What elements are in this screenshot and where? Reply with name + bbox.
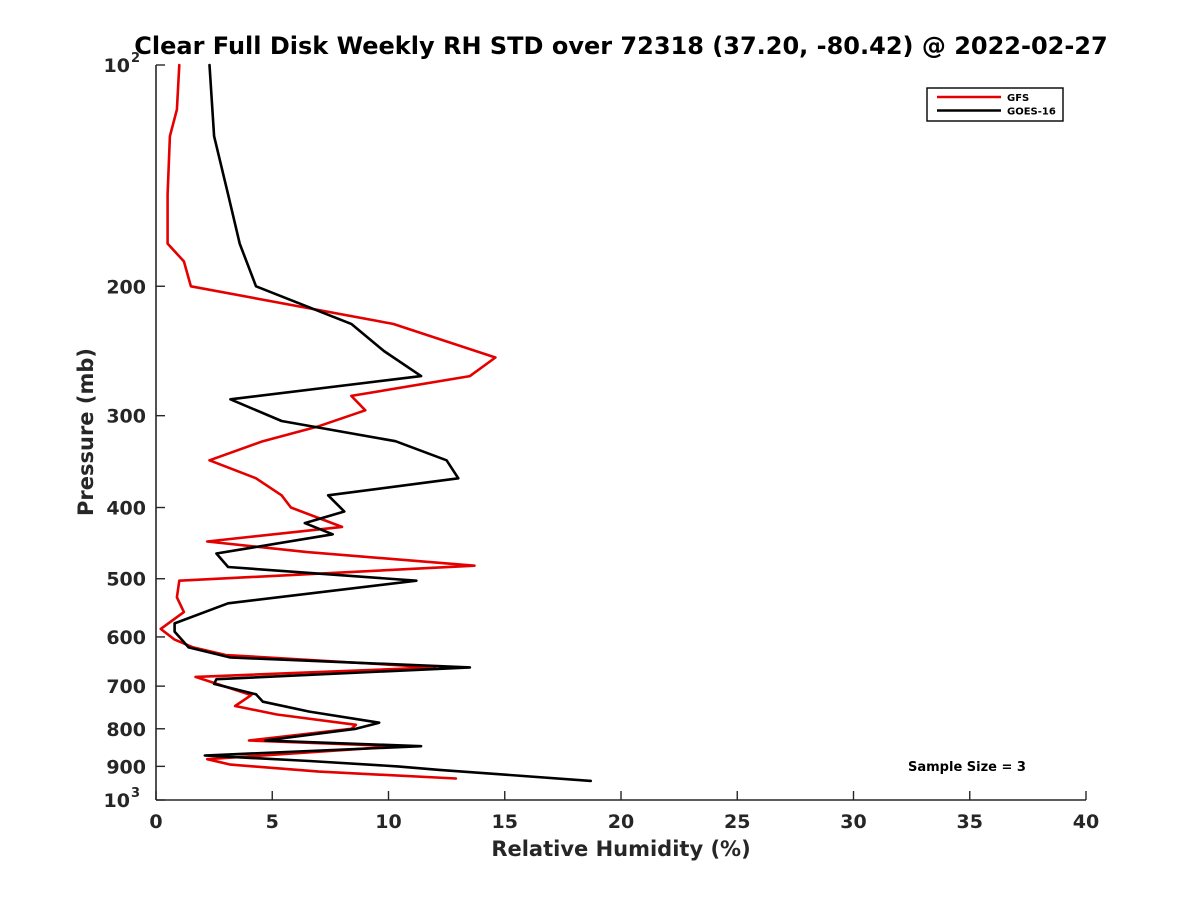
y-tick-label: 300 (106, 406, 146, 428)
legend: GFS GOES-16 (926, 87, 1064, 122)
x-tick-label: 5 (266, 811, 279, 833)
y-tick-label-base: 10 (104, 790, 130, 812)
x-tick-label: 40 (1073, 811, 1099, 833)
chart-title: Clear Full Disk Weekly RH STD over 72318… (134, 32, 1107, 60)
y-tick-label: 700 (106, 676, 146, 698)
x-axis-label: Relative Humidity (%) (491, 837, 750, 861)
y-tick-label-exponent: 2 (131, 51, 140, 66)
x-tick-label: 20 (608, 811, 634, 833)
x-tick-label: 0 (149, 811, 162, 833)
y-tick-label: 200 (106, 276, 146, 298)
x-tick-label: 35 (957, 811, 983, 833)
sample-size-annotation: Sample Size = 3 (908, 760, 1026, 775)
legend-label-goes-16: GOES-16 (1007, 107, 1056, 118)
x-tick-label: 15 (492, 811, 518, 833)
x-ticks: 0 5 10 15 20 25 30 35 40 (149, 791, 1099, 833)
series-line-goes-16 (173, 63, 593, 783)
y-tick-label: 800 (106, 719, 146, 741)
legend-label-gfs: GFS (1007, 93, 1029, 104)
y-tick-label-exponent: 3 (131, 786, 140, 801)
series-line-gfs (159, 63, 497, 780)
y-tick-label: 600 (106, 627, 146, 649)
legend-box (926, 87, 1064, 122)
y-tick-label-base: 10 (104, 55, 130, 77)
y-tick-label-power: 10 3 (104, 786, 141, 812)
x-tick-label: 10 (375, 811, 401, 833)
y-tick-label-power: 10 2 (104, 51, 141, 77)
y-tick-label: 500 (106, 569, 146, 591)
y-axis-label: Pressure (mb) (74, 348, 98, 516)
x-tick-label: 25 (724, 811, 750, 833)
x-tick-label: 30 (840, 811, 866, 833)
series-group (159, 63, 593, 783)
y-tick-label: 400 (106, 498, 146, 520)
y-tick-label: 900 (106, 756, 146, 778)
